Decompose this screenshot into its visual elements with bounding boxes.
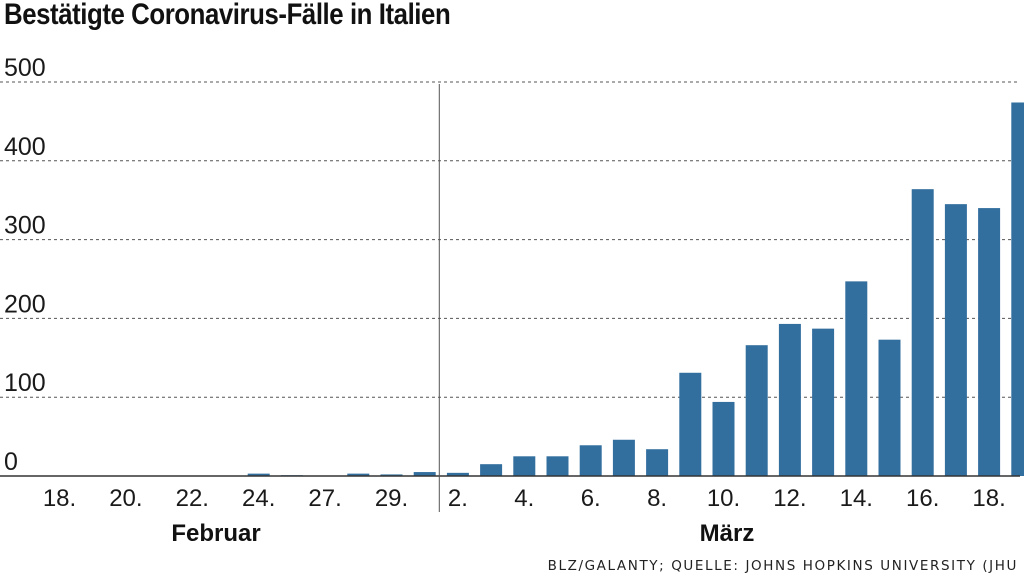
y-tick-label: 100	[4, 369, 46, 397]
bar	[480, 464, 503, 476]
bar	[612, 439, 635, 476]
source-credit: BLZ/GALANTY; QUELLE: JOHNS HOPKINS UNIVE…	[547, 558, 1018, 574]
gridlines	[0, 81, 1020, 398]
x-tick-label: 27.	[308, 485, 341, 512]
x-tick-label: 29.	[375, 485, 408, 512]
bar	[712, 401, 735, 476]
y-tick-label: 0	[4, 448, 18, 476]
bar	[878, 339, 901, 476]
bar	[679, 372, 702, 476]
bar	[247, 473, 270, 476]
x-tick-label: 18.	[972, 485, 1005, 512]
x-tick-label: 18.	[43, 485, 76, 512]
bars	[247, 102, 1024, 476]
y-tick-label: 200	[4, 290, 46, 318]
bar	[778, 323, 801, 476]
bar	[513, 456, 536, 476]
x-tick-label: 14.	[840, 485, 873, 512]
bar	[446, 472, 469, 476]
bar	[911, 189, 934, 476]
bar	[845, 281, 868, 476]
y-tick-label: 300	[4, 212, 46, 240]
bar-chart: 0 100 200 300 400 500 18. 20. 22. 24. 27. 29. 2. 4. 6…	[0, 54, 1024, 547]
x-tick-label: 16.	[906, 485, 939, 512]
month-label-maerz: März	[700, 520, 755, 547]
bar	[413, 472, 436, 476]
bar	[812, 328, 835, 476]
x-tick-label: 12.	[773, 485, 806, 512]
bar	[546, 456, 569, 476]
x-tick-label: 22.	[176, 485, 209, 512]
bar	[1011, 102, 1024, 476]
bar	[944, 204, 967, 476]
x-axis-ticks: 18. 20. 22. 24. 27. 29. 2. 4. 6. 8. 10. 12. 14. 16. 18…	[43, 485, 1006, 512]
bar	[745, 345, 768, 476]
y-tick-label: 500	[4, 54, 46, 82]
x-tick-label: 20.	[109, 485, 142, 512]
bar	[978, 208, 1001, 476]
bar	[646, 449, 669, 476]
bar	[380, 474, 403, 476]
y-axis-ticks: 0 100 200 300 400 500	[4, 54, 46, 476]
x-tick-label: 4.	[514, 485, 534, 512]
bar	[579, 445, 602, 476]
month-label-februar: Februar	[171, 520, 260, 547]
bar	[347, 473, 370, 476]
x-tick-label: 2.	[448, 485, 468, 512]
x-tick-label: 8.	[647, 485, 667, 512]
x-tick-label: 24.	[242, 485, 275, 512]
x-tick-label: 6.	[581, 485, 601, 512]
x-tick-label: 10.	[707, 485, 740, 512]
y-tick-label: 400	[4, 133, 46, 161]
chart-title: Bestätigte Coronavirus-Fälle in Italien	[4, 0, 451, 31]
